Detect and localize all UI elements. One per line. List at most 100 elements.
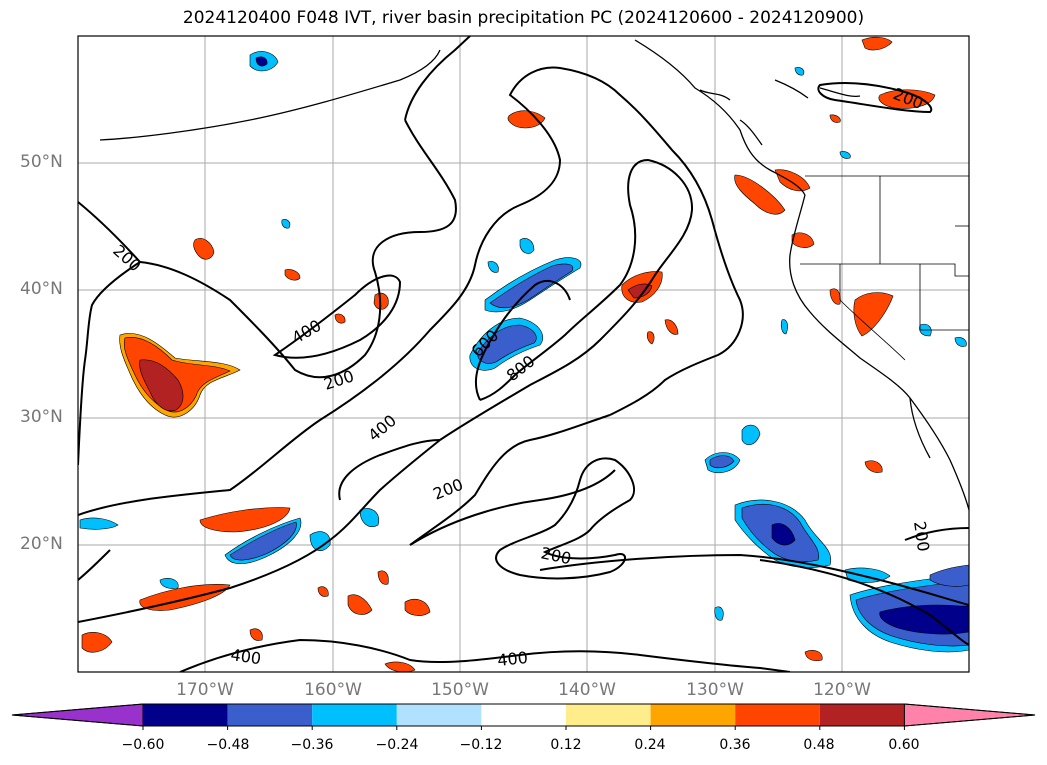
precip-patch [281,219,291,229]
ivt-contour [338,439,441,501]
state-borders [800,175,969,361]
contour-label: 200 [109,241,144,276]
contour-label: 200 [321,366,356,394]
precip-patch [477,324,537,364]
colorbar-segment [143,704,228,726]
colorbar-tick-label: −0.12 [459,737,503,753]
colorbar-tick-label: −0.60 [121,737,165,753]
contour-label: 400 [364,411,400,445]
contour-label: 200 [430,475,465,504]
ivt-contour [439,158,694,441]
longitude-label: 170°W [176,680,234,700]
precip-patch [359,508,380,528]
precip-patch [249,628,263,641]
longitude-label: 150°W [431,680,489,700]
precip-patch [404,599,431,616]
precip-patch [646,331,655,345]
precip-patch [284,269,301,281]
colorbar-tick-label: −0.48 [206,737,250,753]
precip-patch [193,238,215,260]
precip-patch [864,460,883,473]
colorbar-tick-label: 0.24 [634,737,666,753]
precip-patch [734,174,786,215]
colorbar-segment [481,704,566,726]
latitude-label: 20°N [20,534,63,554]
precip-patch [929,564,969,587]
ivt-contour [759,559,969,646]
ivt-contour [409,469,616,546]
longitude-label: 160°W [304,680,362,700]
precip-patch [839,151,851,159]
longitude-label: 140°W [558,680,616,700]
precip-patch [780,319,788,335]
ivt-contour [78,549,111,581]
precip-patch [829,114,841,123]
precip-patch [347,594,373,615]
precip-patch [771,523,796,546]
ivt-contour [139,119,457,379]
ivt-contour [78,439,441,623]
precip-patch [309,531,331,552]
contour-label: 200 [910,520,933,553]
latitude-label: 40°N [20,279,63,299]
colorbar-tick-label: −0.36 [290,737,334,753]
ivt-contour [409,414,611,546]
latitude-label: 30°N [20,407,63,427]
ivt-contours [78,36,969,672]
colorbar-tick-label: 0.60 [888,737,920,753]
map-frame [77,35,970,673]
ivt-contour [78,201,142,466]
precip-patch [317,586,329,597]
precip-patch [741,424,761,446]
ivt-contour [475,280,571,401]
ivt-contour [904,527,969,541]
colorbar-tick-label: 0.48 [803,737,835,753]
ivt-contour [78,66,744,516]
colorbar-extension-max [903,703,1036,727]
latitude-label: 50°N [20,152,63,172]
colorbar-segment [227,704,313,726]
precip-patch [373,292,389,310]
contour-labels: 200 200 200 200 200 200 400 400 400 400 … [109,84,933,670]
precip-patch [255,56,268,67]
ivt-contour [817,81,933,114]
ivt-contour [179,638,791,672]
precip-patch [709,455,735,469]
precip-patch [159,578,179,589]
colorbar-segment [566,704,651,726]
ivt-contour [539,553,969,606]
precip-patch [664,319,679,335]
colorbar-segment [735,704,820,726]
precip-patch [853,292,894,337]
longitude-label: 130°W [686,680,744,700]
precipitation-patches [79,36,969,672]
ivt-contour [495,457,635,580]
ivt-contour [404,36,471,121]
precip-patch [714,606,724,621]
precip-patch [229,521,297,561]
precip-patch [377,570,389,585]
ivt-contour [272,274,402,359]
colorbar-segment [396,704,482,726]
colorbar-tick-label: 0.36 [719,737,751,753]
precip-patch [199,507,291,533]
precip-patch [794,67,805,76]
precip-patch [487,261,499,273]
precip-patch [507,110,546,129]
colorbar [11,703,1036,730]
colorbar-extension-min [11,703,144,727]
precip-patch [829,288,841,305]
map-title: 2024120400 F048 IVT, river basin precipi… [182,8,865,28]
contour-label: 400 [496,648,528,670]
precip-patch [139,359,184,412]
precip-patch [519,238,535,254]
precip-patch [384,661,416,672]
precip-patch [954,337,967,347]
colorbar-segment [650,704,736,726]
contour-label: 200 [539,543,573,568]
colorbar-tick-label: −0.24 [375,737,419,753]
precip-patch [81,632,113,653]
colorbar-segment [819,704,905,726]
precip-patch [774,169,811,192]
